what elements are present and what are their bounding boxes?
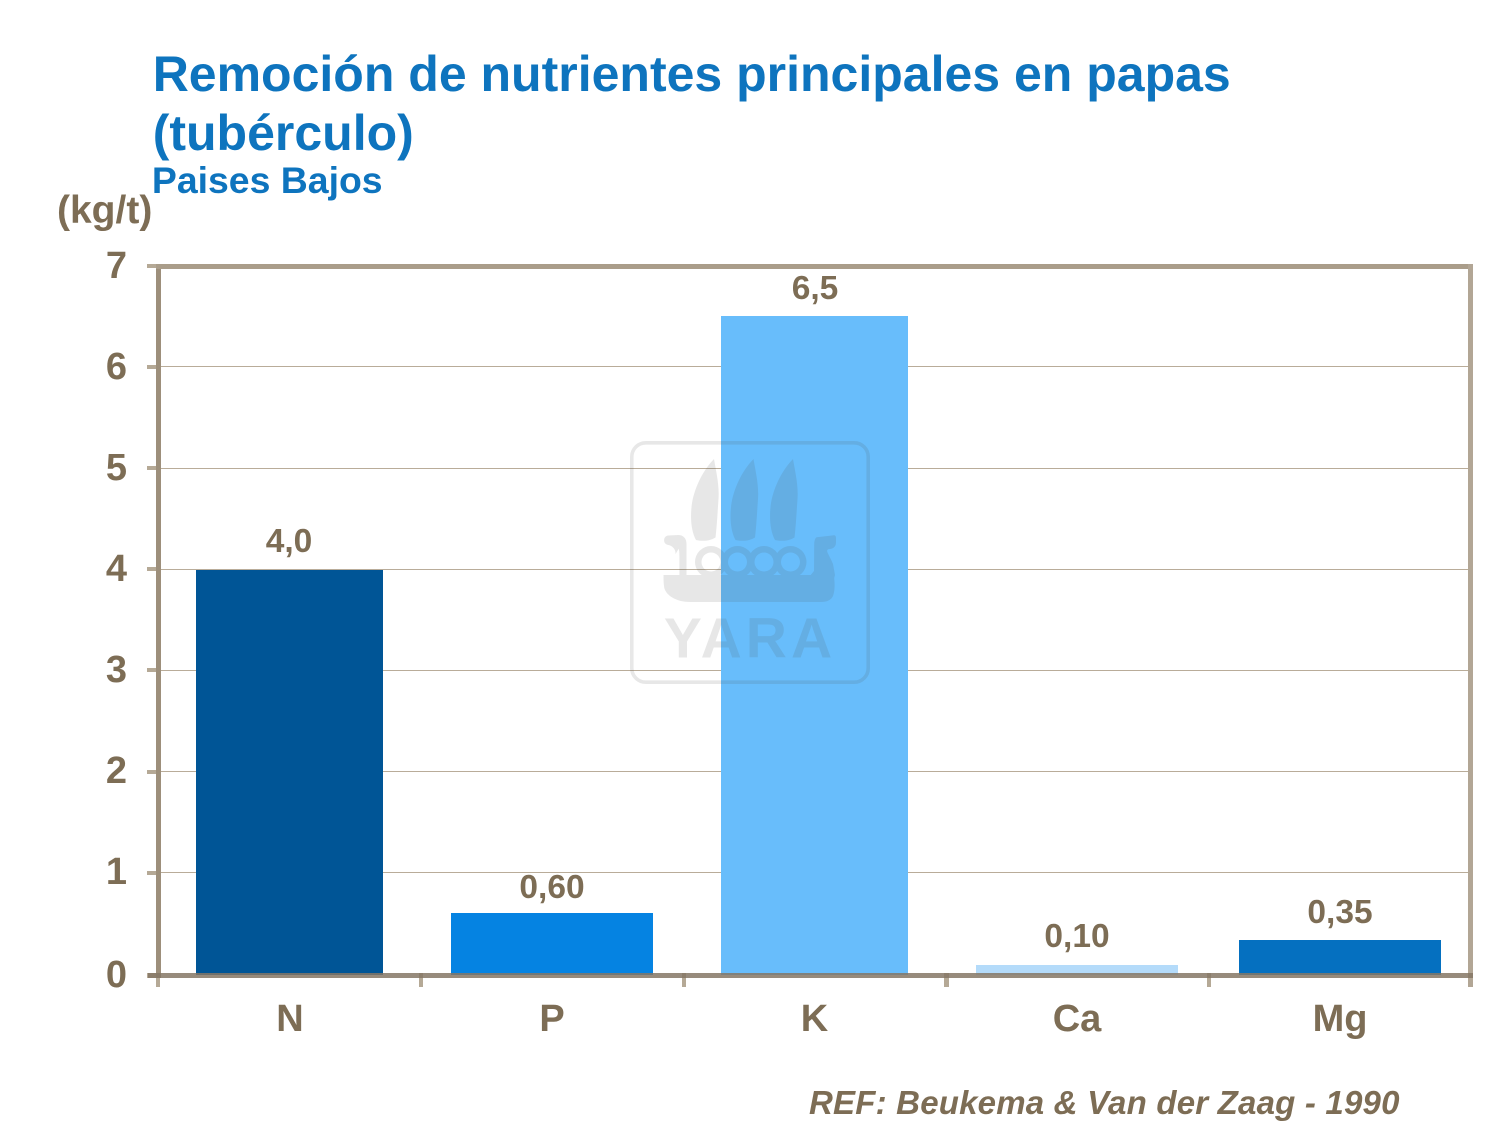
svg-text:YARA: YARA — [664, 607, 836, 671]
